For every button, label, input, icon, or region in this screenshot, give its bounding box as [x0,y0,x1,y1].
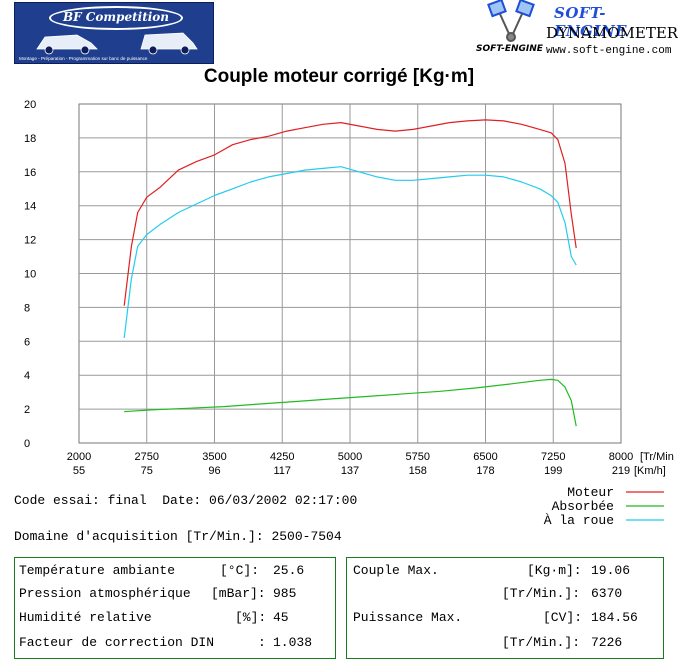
condition-label: Humidité relative [19,610,152,625]
x-tick-label-secondary: 199 [544,465,562,477]
condition-value: 1.038 [273,635,313,650]
result-label: Couple Max. [353,563,439,578]
x-tick-label-secondary: 96 [208,465,220,477]
series-line [124,378,577,427]
result-unit: [CV]: [543,610,583,625]
condition-unit: [%]: [235,610,267,625]
result-value: 6370 [591,586,623,601]
x-tick-label: 3500 [202,451,226,463]
result-unit: [Tr/Min.]: [502,586,581,601]
y-tick-label: 2 [24,404,30,416]
x-tick-label: 8000 [609,451,633,463]
condition-unit: : [258,635,266,650]
series-line [123,119,577,306]
soft-engine-logo: SOFT-ENGINE DYNAMOMETERS SOFT-ENGINE www… [474,0,678,62]
condition-unit: [°C]: [220,563,260,578]
x-tick-label: 7250 [541,451,565,463]
x-tick-label-secondary: 158 [409,465,427,477]
test-code-line: Code essai: final Date: 06/03/2002 02:17… [14,493,358,508]
brand-small-label: SOFT-ENGINE [476,44,543,54]
result-value: 19.06 [591,563,631,578]
condition-unit: [mBar]: [211,586,266,601]
result-unit: [Tr/Min.]: [502,635,581,650]
brand-name: SOFT-ENGINE [554,4,628,40]
y-tick-label: 8 [24,302,30,314]
acquisition-domain-line: Domaine d'acquisition [Tr/Min.]: 2500-75… [14,529,342,544]
condition-value: 985 [273,586,297,601]
y-tick-label: 4 [24,370,30,382]
condition-label: Pression atmosphérique [19,586,191,601]
y-tick-label: 12 [24,235,36,247]
x-tick-label-secondary: 117 [273,465,291,477]
result-value: 184.56 [591,610,638,625]
website-label: www.soft-engine.com [546,45,672,57]
x-tick-label: 5750 [406,451,430,463]
y-tick-label: 6 [24,336,30,348]
series-line [123,166,577,338]
legend-label: À la roue [544,513,614,528]
x-unit-primary: [Tr/Min [640,451,674,463]
chart-title: Couple moteur corrigé [Kg·m] [203,66,475,87]
condition-label: Température ambiante [19,563,176,578]
y-tick-label: 0 [24,438,30,450]
result-label: Puissance Max. [353,610,463,625]
x-tick-label: 6500 [473,451,497,463]
bf-logo-tagline: Montage - Préparation - Programmation su… [19,56,148,61]
rally-cars-icon [36,32,198,55]
x-tick-label: 4250 [270,451,294,463]
y-tick-label: 18 [24,133,36,145]
condition-label: Facteur de correction DIN [19,635,215,650]
y-tick-label: 14 [24,201,36,213]
x-tick-label: 2750 [135,451,159,463]
conditions-panel: Température ambiante [°C]: 25.6 Pression… [14,557,336,659]
x-tick-label: 5000 [338,451,362,463]
dynamometers-label: DYNAMOMETERS [546,24,678,42]
bf-competition-logo: BF Competition Montage - Préparation - P… [14,2,214,64]
bf-logo-title: BF Competition [49,6,183,30]
y-tick-label: 10 [24,269,36,281]
condition-value: 25.6 [273,563,305,578]
result-unit: [Kg·m]: [527,563,582,578]
x-tick-label-secondary: 137 [341,465,359,477]
x-unit-secondary: [Km/h] [634,465,666,477]
legend-label: Absorbée [552,499,614,514]
results-panel: Couple Max. [Kg·m]: 19.06 [Tr/Min.]: 637… [346,557,664,659]
condition-value: 45 [273,610,289,625]
x-tick-label-secondary: 178 [476,465,494,477]
x-tick-label-secondary: 75 [141,465,153,477]
x-tick-label-secondary: 55 [73,465,85,477]
result-value: 7226 [591,635,623,650]
x-tick-label: 2000 [67,451,91,463]
legend-label: Moteur [567,485,614,500]
x-tick-label-secondary: 219 [612,465,630,477]
y-tick-label: 16 [24,167,36,179]
pistons-icon [487,0,535,42]
y-tick-label: 20 [24,99,36,111]
